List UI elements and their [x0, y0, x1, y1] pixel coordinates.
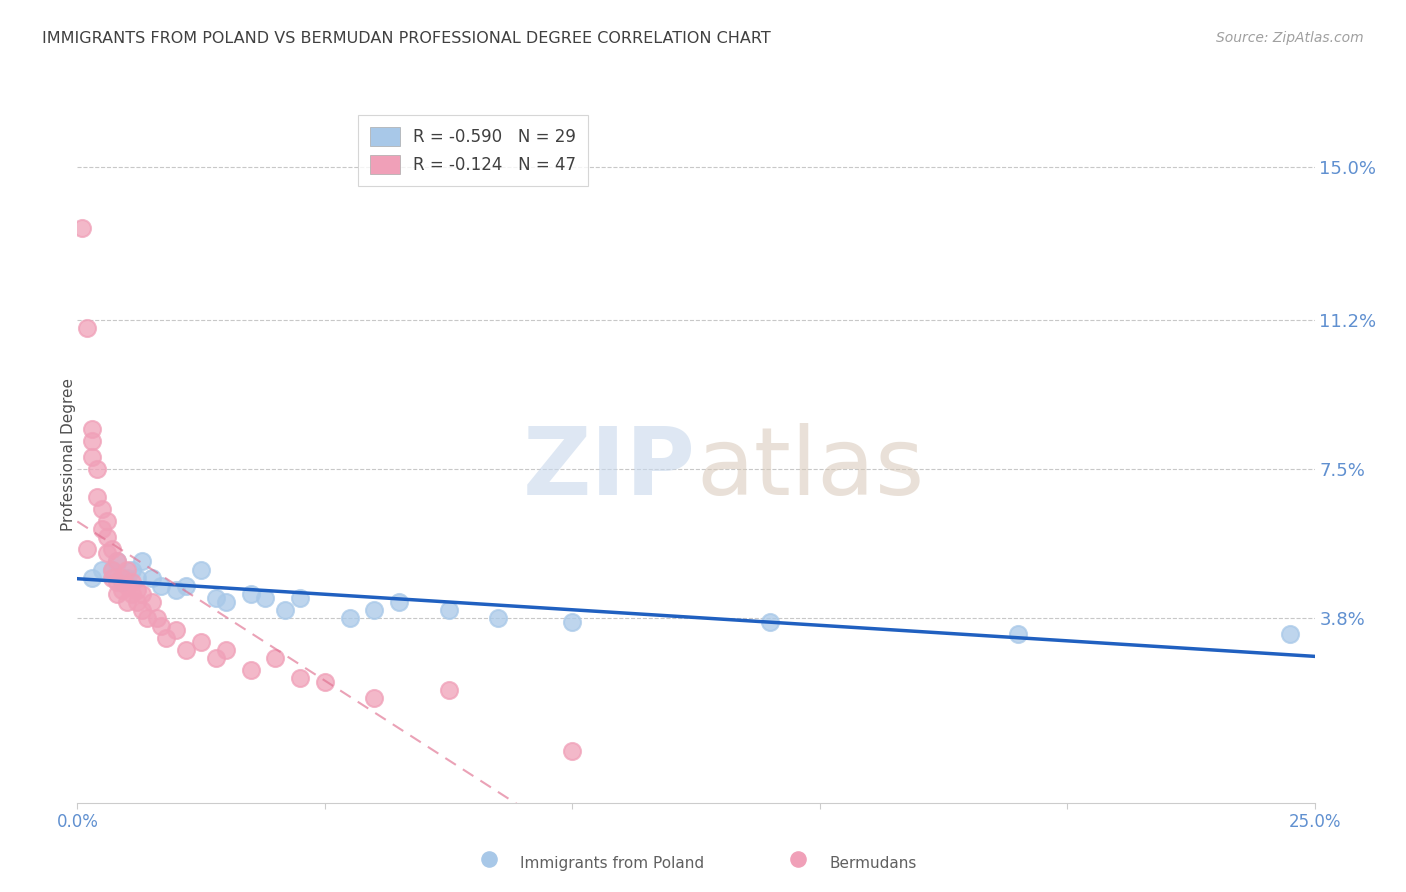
- Point: [339, 611, 361, 625]
- Text: Source: ZipAtlas.com: Source: ZipAtlas.com: [1216, 31, 1364, 45]
- Point: [150, 579, 173, 593]
- Point: [115, 571, 138, 585]
- Point: [101, 562, 124, 576]
- Point: [82, 571, 104, 585]
- Point: [91, 522, 114, 536]
- Point: [239, 663, 262, 677]
- Point: [1007, 627, 1029, 641]
- Point: [314, 675, 336, 690]
- Point: [121, 562, 143, 576]
- Point: [72, 220, 94, 235]
- Point: [82, 422, 104, 436]
- Point: [155, 631, 177, 645]
- Point: [82, 434, 104, 448]
- Point: [111, 574, 134, 589]
- Point: [174, 579, 197, 593]
- Point: [288, 591, 311, 605]
- Text: Immigrants from Poland: Immigrants from Poland: [520, 856, 704, 871]
- Point: [121, 587, 143, 601]
- Point: [101, 571, 124, 585]
- Point: [205, 651, 228, 665]
- Point: [174, 643, 197, 657]
- Point: [363, 603, 385, 617]
- Point: [205, 591, 228, 605]
- Point: [165, 623, 187, 637]
- Point: [115, 579, 138, 593]
- Point: [91, 562, 114, 576]
- Point: [86, 490, 108, 504]
- Point: [150, 619, 173, 633]
- Point: [96, 546, 118, 560]
- Point: [96, 530, 118, 544]
- Point: [115, 595, 138, 609]
- Point: [215, 595, 238, 609]
- Point: [145, 611, 167, 625]
- Point: [91, 502, 114, 516]
- Point: [759, 615, 782, 629]
- Point: [478, 852, 501, 866]
- Point: [125, 571, 148, 585]
- Point: [76, 321, 98, 335]
- Text: atlas: atlas: [696, 423, 924, 515]
- Point: [86, 462, 108, 476]
- Point: [105, 574, 128, 589]
- Y-axis label: Professional Degree: Professional Degree: [62, 378, 76, 532]
- Point: [1278, 627, 1301, 641]
- Point: [190, 562, 212, 576]
- Legend: R = -0.590   N = 29, R = -0.124   N = 47: R = -0.590 N = 29, R = -0.124 N = 47: [359, 115, 588, 186]
- Text: IMMIGRANTS FROM POLAND VS BERMUDAN PROFESSIONAL DEGREE CORRELATION CHART: IMMIGRANTS FROM POLAND VS BERMUDAN PROFE…: [42, 31, 770, 46]
- Point: [105, 554, 128, 568]
- Point: [105, 587, 128, 601]
- Point: [121, 574, 143, 589]
- Point: [787, 852, 810, 866]
- Point: [190, 635, 212, 649]
- Text: ZIP: ZIP: [523, 423, 696, 515]
- Point: [76, 542, 98, 557]
- Point: [125, 595, 148, 609]
- Point: [388, 595, 411, 609]
- Point: [561, 615, 583, 629]
- Point: [105, 554, 128, 568]
- Point: [165, 582, 187, 597]
- Point: [486, 611, 509, 625]
- Point: [363, 691, 385, 706]
- Point: [82, 450, 104, 464]
- Point: [254, 591, 277, 605]
- Point: [561, 743, 583, 757]
- Point: [215, 643, 238, 657]
- Point: [141, 595, 163, 609]
- Point: [264, 651, 287, 665]
- Point: [437, 603, 460, 617]
- Point: [125, 582, 148, 597]
- Point: [101, 562, 124, 576]
- Point: [274, 603, 297, 617]
- Point: [288, 671, 311, 685]
- Point: [141, 571, 163, 585]
- Point: [131, 587, 153, 601]
- Point: [101, 542, 124, 557]
- Point: [131, 554, 153, 568]
- Point: [239, 587, 262, 601]
- Point: [111, 571, 134, 585]
- Point: [96, 514, 118, 528]
- Point: [131, 603, 153, 617]
- Point: [135, 611, 157, 625]
- Text: Bermudans: Bermudans: [830, 856, 917, 871]
- Point: [115, 562, 138, 576]
- Point: [111, 582, 134, 597]
- Point: [437, 683, 460, 698]
